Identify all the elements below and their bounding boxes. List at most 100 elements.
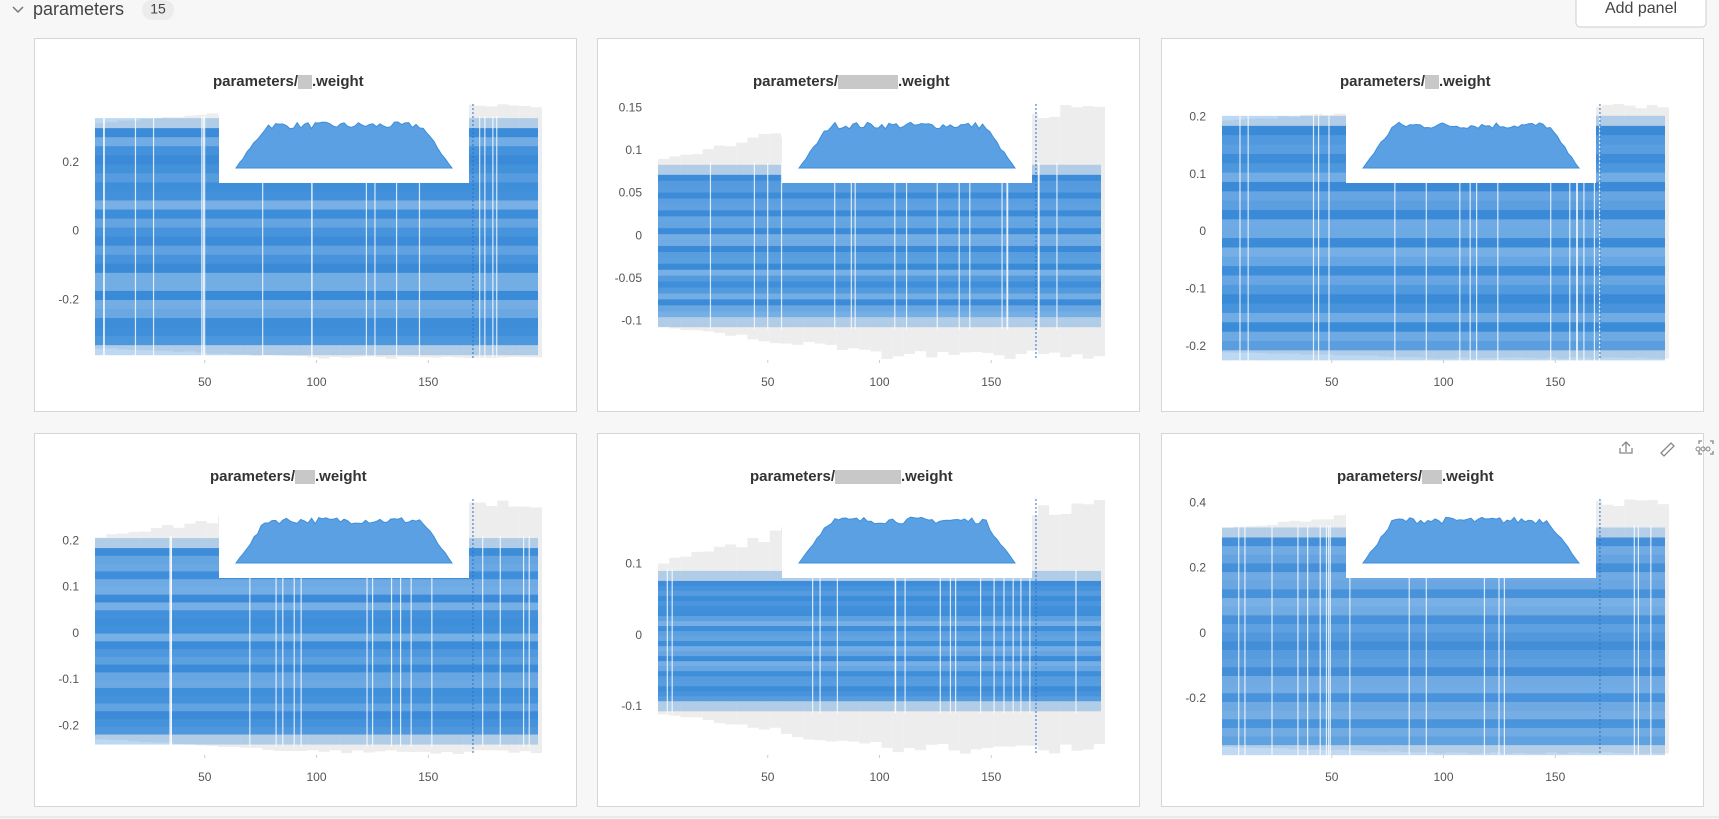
heat-row	[1222, 256, 1665, 267]
collapse-chevron[interactable]	[12, 6, 24, 14]
panel-title-suffix: .weight	[312, 73, 364, 90]
heat-row	[658, 681, 1101, 687]
heat-row	[1222, 228, 1665, 239]
heat-row	[658, 661, 1101, 667]
x-tick-label: 150	[1545, 375, 1565, 389]
section-count: 15	[150, 1, 166, 17]
heat-row	[95, 688, 538, 696]
y-tick-label: 0.1	[625, 143, 642, 157]
heat-row	[95, 227, 538, 237]
add-panel-button[interactable]	[1575, 0, 1707, 28]
heat-row	[95, 299, 538, 310]
y-tick-label: -0.05	[615, 271, 643, 285]
inset-histogram	[798, 516, 1016, 564]
y-tick-label: 0	[635, 628, 642, 642]
panel: parameters/ .weight 0.4 0.2 0 -0.2 50 100 150	[1161, 433, 1714, 807]
y-tick-label: 0.2	[62, 155, 79, 169]
y-tick-label: -0.2	[58, 718, 79, 732]
heat-row	[95, 680, 538, 688]
heat-row	[1222, 341, 1665, 351]
heat-row	[95, 336, 538, 346]
band-fade-bottom	[658, 317, 1101, 328]
y-tick-label: 0	[72, 626, 79, 640]
heat-row	[658, 676, 1101, 682]
panel-title-suffix: .weight	[315, 468, 367, 485]
x-tick-label: 100	[1433, 375, 1453, 389]
heat-row	[95, 641, 538, 650]
section-title: parameters	[33, 0, 124, 19]
heat-row	[95, 272, 538, 282]
heat-row	[658, 257, 1101, 264]
heat-row	[658, 606, 1101, 611]
heat-row	[1222, 238, 1665, 248]
heat-row	[658, 180, 1101, 187]
inset-histogram	[1362, 121, 1581, 169]
menu-dot	[1700, 446, 1706, 452]
heat-row	[658, 269, 1101, 276]
heat-row	[658, 581, 1101, 586]
heat-row	[95, 218, 538, 228]
redacted-text	[1425, 75, 1439, 89]
heat-row	[1222, 303, 1665, 313]
panel-title-prefix: parameters/	[753, 73, 839, 90]
heat-row	[95, 696, 538, 704]
heat-row	[1222, 191, 1665, 201]
y-tick-label: 0.1	[1189, 167, 1206, 181]
heat-row	[658, 240, 1101, 246]
heat-row	[658, 671, 1101, 676]
heat-row	[658, 299, 1101, 306]
distribution-band	[658, 174, 1101, 318]
heat-row	[658, 621, 1101, 627]
count-badge	[142, 0, 174, 20]
y-tick-label: 0.4	[1189, 495, 1206, 509]
y-tick-label: -0.2	[58, 293, 79, 307]
heat-row	[1222, 312, 1665, 323]
heat-row	[1222, 632, 1665, 642]
heat-row	[1222, 615, 1665, 624]
heat-row	[658, 245, 1101, 252]
heat-row	[1222, 266, 1665, 276]
x-tick-label: 50	[761, 375, 775, 389]
inset-histogram	[1362, 516, 1581, 564]
heat-row	[658, 626, 1101, 631]
heat-row	[95, 586, 538, 595]
x-tick-label: 150	[418, 375, 438, 389]
heat-row	[1222, 736, 1665, 746]
heat-row	[658, 631, 1101, 637]
heat-row	[658, 311, 1101, 318]
band-fade-bottom	[95, 345, 538, 356]
heat-row	[1222, 701, 1665, 711]
x-tick-label: 150	[1545, 770, 1565, 784]
heat-row	[95, 664, 538, 673]
y-tick-label: -0.1	[621, 699, 642, 713]
heat-row	[658, 210, 1101, 217]
heat-row	[1222, 658, 1665, 668]
heat-row	[95, 318, 538, 328]
heat-row	[95, 281, 538, 291]
heat-row	[658, 198, 1101, 205]
panel: parameters/ .weight 0.2 0.1 0 -0.1 -0.2 50 100 15…	[34, 433, 577, 807]
heat-row	[95, 602, 538, 611]
heat-row	[658, 287, 1101, 294]
heat-row	[1222, 719, 1665, 728]
x-tick-label: 50	[1325, 770, 1339, 784]
heat-row	[1222, 284, 1665, 295]
heat-row	[658, 666, 1101, 672]
heat-row	[658, 275, 1101, 282]
panel-title-suffix: .weight	[1439, 73, 1491, 90]
heat-row	[1222, 693, 1665, 702]
x-tick-label: 150	[418, 770, 438, 784]
heat-row	[658, 696, 1101, 702]
heat-row	[1222, 675, 1665, 685]
panel: parameters/ .weight 0.2 0.1 0 -0.1 -0.2 50 100 15…	[1161, 38, 1704, 412]
y-tick-label: 0.1	[625, 557, 642, 571]
heat-row	[95, 236, 538, 246]
y-tick-label: 0.05	[619, 186, 643, 200]
heat-row	[1222, 580, 1665, 590]
heat-row	[1222, 598, 1665, 607]
heat-row	[95, 719, 538, 727]
heat-row	[1222, 275, 1665, 285]
heat-row	[658, 282, 1101, 288]
panel-title-prefix: parameters/	[750, 468, 836, 485]
redacted-text	[835, 470, 901, 484]
